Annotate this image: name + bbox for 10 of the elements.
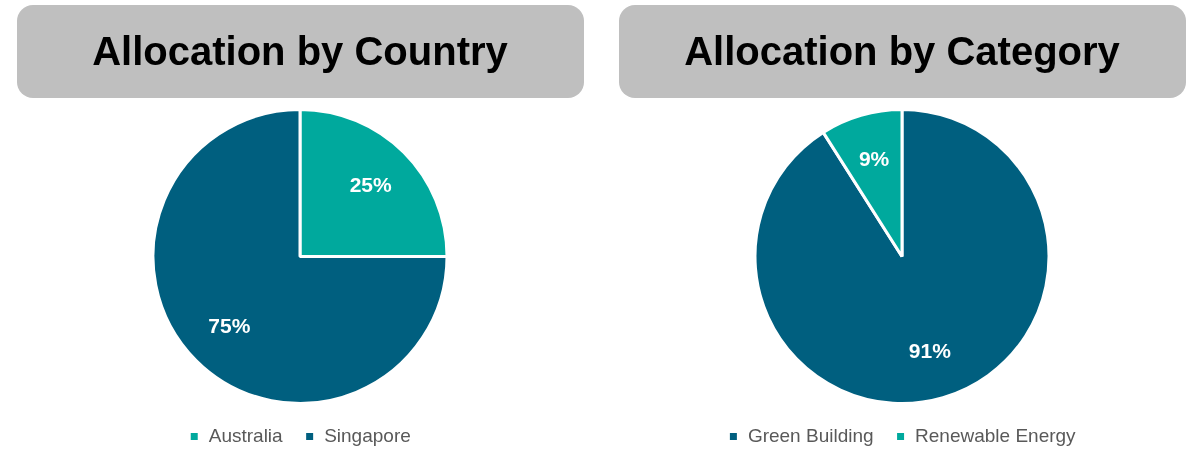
data-label: 75%	[208, 313, 251, 337]
legend-label: Green Building	[747, 424, 874, 446]
legend-label: Australia	[208, 424, 284, 446]
legend-label: Singapore	[324, 424, 411, 446]
data-label: 9%	[858, 147, 890, 171]
chart-title: Allocation by Category	[618, 5, 1186, 98]
data-label: 25%	[349, 172, 393, 196]
legend-label: Renewable Energy	[915, 424, 1077, 446]
chart-title: Allocation by Country	[16, 5, 584, 98]
data-label: 91%	[908, 339, 952, 363]
